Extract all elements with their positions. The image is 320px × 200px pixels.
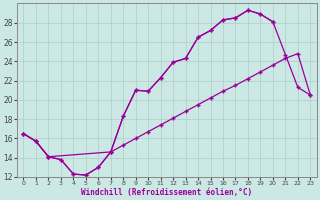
X-axis label: Windchill (Refroidissement éolien,°C): Windchill (Refroidissement éolien,°C) xyxy=(81,188,252,197)
